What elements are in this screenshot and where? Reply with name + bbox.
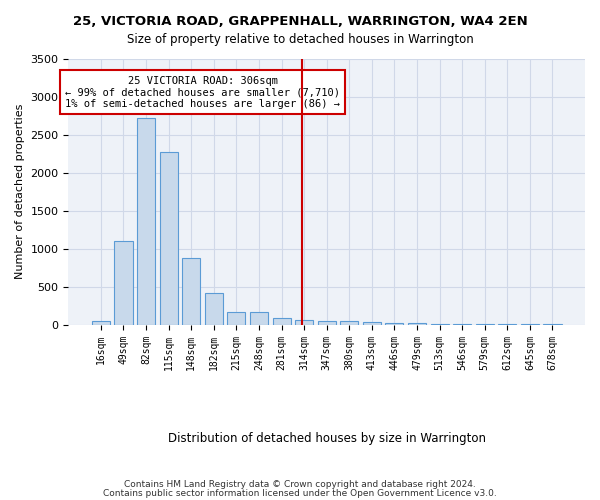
- Bar: [137, 118, 155, 324]
- Bar: [227, 312, 245, 324]
- Bar: [205, 294, 223, 324]
- Text: 25 VICTORIA ROAD: 306sqm
← 99% of detached houses are smaller (7,710)
1% of semi: 25 VICTORIA ROAD: 306sqm ← 99% of detach…: [65, 76, 340, 109]
- Text: 25, VICTORIA ROAD, GRAPPENHALL, WARRINGTON, WA4 2EN: 25, VICTORIA ROAD, GRAPPENHALL, WARRINGT…: [73, 15, 527, 28]
- Text: Contains public sector information licensed under the Open Government Licence v3: Contains public sector information licen…: [103, 489, 497, 498]
- Bar: [250, 312, 268, 324]
- Bar: [363, 322, 381, 324]
- Y-axis label: Number of detached properties: Number of detached properties: [15, 104, 25, 280]
- X-axis label: Distribution of detached houses by size in Warrington: Distribution of detached houses by size …: [168, 432, 486, 445]
- Bar: [115, 241, 133, 324]
- Bar: [340, 322, 358, 324]
- Bar: [160, 152, 178, 324]
- Bar: [295, 320, 313, 324]
- Bar: [272, 318, 290, 324]
- Bar: [385, 323, 403, 324]
- Text: Size of property relative to detached houses in Warrington: Size of property relative to detached ho…: [127, 32, 473, 46]
- Bar: [317, 320, 336, 324]
- Text: Contains HM Land Registry data © Crown copyright and database right 2024.: Contains HM Land Registry data © Crown c…: [124, 480, 476, 489]
- Bar: [182, 258, 200, 324]
- Bar: [92, 320, 110, 324]
